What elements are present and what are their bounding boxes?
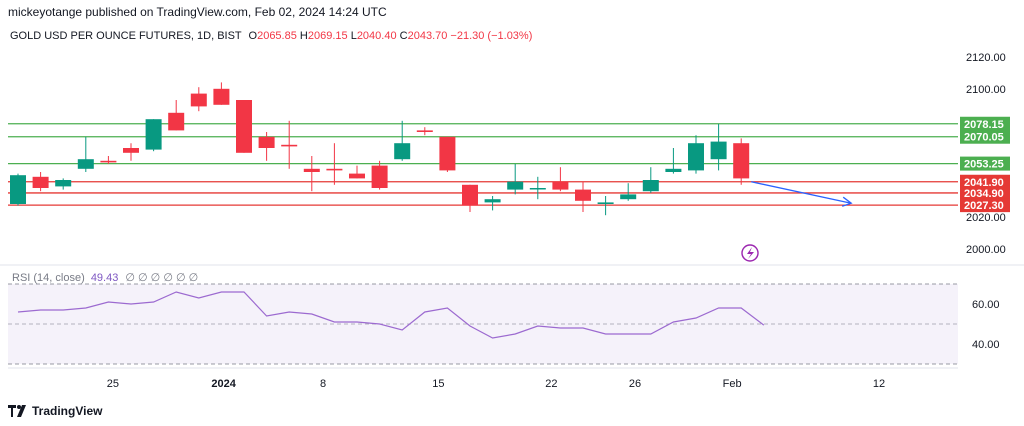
candle-body [484, 199, 501, 203]
level-price-tag [960, 129, 1010, 144]
level-price-label: 2027.30 [964, 200, 1004, 212]
level-price-tag [960, 156, 1010, 171]
brand-name: TradingView [32, 404, 103, 418]
candle-body [597, 202, 614, 204]
candle-body [507, 181, 524, 190]
symbol-legend: GOLD USD PER OUNCE FUTURES, 1D, BIST O20… [10, 30, 532, 42]
level-price-tag [960, 116, 1010, 131]
open-label: O [248, 30, 258, 42]
candle-body [258, 136, 275, 148]
level-price-label: 2034.90 [964, 188, 1004, 200]
time-tick-label: 25 [107, 378, 119, 390]
candle-body [326, 168, 343, 171]
low-label: L [350, 30, 357, 42]
candle-body [10, 175, 26, 204]
level-price-tag [960, 185, 1010, 200]
close-label: C [399, 30, 408, 42]
candle-body [665, 168, 682, 172]
rsi-value: 49.43 [90, 272, 119, 284]
candle-body [145, 119, 162, 150]
close-value: 2043.70 [407, 30, 448, 42]
level-price-label: 2053.25 [964, 159, 1004, 171]
candle-body [620, 194, 637, 200]
candle-body [123, 148, 139, 153]
time-tick-label: 15 [432, 378, 444, 390]
candle-body [281, 144, 298, 147]
candle-body [77, 159, 94, 169]
candle-body [349, 173, 365, 179]
price-tick-label: 2100.00 [966, 84, 1006, 96]
time-tick-label: 2024 [211, 378, 236, 390]
change-value: −21.30 (−1.03%) [450, 30, 533, 42]
time-tick-label: 26 [629, 378, 641, 390]
rsi-label[interactable]: RSI (14, close) [12, 272, 85, 284]
level-price-label: 2078.15 [964, 119, 1004, 131]
candle-body [462, 184, 478, 206]
price-tick-label: 2000.00 [966, 244, 1006, 256]
price-tick-label: 2020.00 [966, 212, 1006, 224]
projection-arrow-head [841, 196, 853, 207]
candle-body [236, 100, 252, 153]
low-value: 2040.40 [356, 30, 397, 42]
projection-arrow [751, 181, 852, 204]
candle-body [371, 165, 388, 188]
symbol-name[interactable]: GOLD USD PER OUNCE FUTURES, 1D, BIST [10, 30, 242, 42]
rsi-legend: RSI (14, close) 49.43 ∅ ∅ ∅ ∅ ∅ ∅ [12, 271, 198, 284]
tradingview-brand[interactable]: TradingView [8, 404, 102, 418]
level-price-label: 2041.90 [964, 177, 1004, 189]
lightning-icon-bolt [747, 247, 754, 259]
candle-body [32, 176, 49, 188]
open-value: 2065.85 [257, 30, 297, 42]
candle-body [303, 168, 320, 172]
rsi-tick-label: 40.00 [972, 339, 1000, 351]
candle-body [575, 189, 591, 201]
candle-body [394, 143, 411, 160]
rsi-extra-values: ∅ ∅ ∅ ∅ ∅ ∅ [125, 272, 199, 284]
high-label: H [299, 30, 308, 42]
price-tick-label: 2120.00 [966, 52, 1006, 64]
level-price-tag [960, 198, 1010, 213]
candle-body [529, 188, 546, 190]
rsi-line [17, 291, 765, 339]
candle-body [213, 88, 230, 105]
candle-body [552, 181, 569, 190]
rsi-tick-label: 60.00 [972, 299, 1000, 311]
tradingview-logo-icon [8, 405, 26, 417]
candle-body [168, 112, 185, 131]
level-price-tag [960, 174, 1010, 189]
time-tick-label: Feb [723, 378, 742, 390]
high-value: 2069.15 [307, 30, 348, 42]
time-tick-label: 8 [320, 378, 326, 390]
candle-body [710, 141, 727, 160]
candle-body [439, 136, 456, 171]
lightning-icon [741, 244, 759, 262]
candle-body [688, 143, 704, 171]
candle-body [733, 143, 750, 179]
level-price-label: 2070.05 [964, 132, 1004, 144]
candle-body [190, 93, 207, 107]
candle-body [55, 180, 72, 187]
time-tick-label: 12 [873, 378, 885, 390]
time-tick-label: 22 [545, 378, 557, 390]
publisher-line: mickeyotange published on TradingView.co… [8, 5, 387, 19]
candle-body [416, 130, 433, 132]
candle-body [100, 160, 117, 163]
candle-body [642, 180, 659, 192]
